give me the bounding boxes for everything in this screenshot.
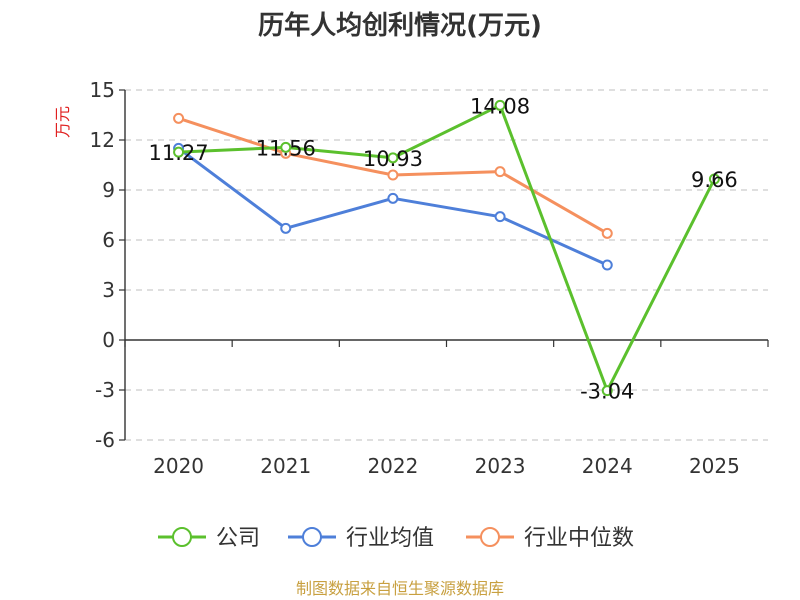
y-tick-label: 6	[102, 228, 115, 252]
y-tick-label: 15	[90, 78, 115, 102]
y-tick-label: 0	[102, 328, 115, 352]
data-point	[173, 146, 185, 158]
legend-marker	[480, 527, 500, 547]
series-group	[173, 99, 720, 397]
data-point	[387, 152, 399, 164]
data-point	[280, 141, 292, 153]
legend-label: 行业中位数	[524, 526, 634, 551]
series-line-company	[178, 103, 716, 393]
data-label: 14.08	[470, 94, 530, 118]
legend-label: 行业均值	[346, 526, 434, 551]
data-label: -3.04	[580, 380, 634, 404]
y-tick-label: 3	[102, 278, 115, 302]
data-source-note: 制图数据来自恒生聚源数据库	[296, 579, 504, 598]
chart-title: 历年人均创利情况(万元)	[258, 10, 542, 41]
x-tick-label: 2021	[260, 454, 311, 478]
data-point	[708, 173, 720, 185]
gridlines	[125, 89, 768, 441]
data-point	[173, 112, 185, 124]
x-tick-label: 2020	[153, 454, 204, 478]
data-label: 11.56	[256, 136, 316, 160]
x-tick-label: 2022	[367, 454, 418, 478]
data-point	[601, 385, 613, 397]
x-tick-label: 2023	[475, 454, 526, 478]
data-label: 11.27	[149, 141, 209, 165]
y-tick-label: -3	[95, 378, 115, 402]
data-label: 10.93	[363, 147, 423, 171]
legend-marker	[172, 527, 192, 547]
data-point	[494, 166, 506, 178]
legend: 公司 行业均值 行业中位数	[158, 526, 634, 551]
legend-marker	[302, 527, 322, 547]
data-label: 9.66	[691, 168, 738, 192]
y-tick-label: -6	[95, 428, 115, 452]
y-tick-label: 9	[102, 178, 115, 202]
data-point	[601, 227, 613, 239]
data-point	[387, 169, 399, 181]
y-axis-unit-label: 万元	[53, 106, 72, 138]
axes: -6 -3 0 3 6 9 12 15 2020 2021 2022 2023 2024 2025	[90, 78, 769, 478]
data-point	[494, 99, 506, 111]
data-point	[494, 211, 506, 223]
data-point	[387, 192, 399, 204]
data-point	[601, 259, 613, 271]
legend-label: 公司	[216, 526, 260, 551]
data-labels: 11.27 11.56 10.93 14.08 -3.04 9.66	[149, 94, 738, 403]
y-tick-label: 12	[90, 128, 115, 152]
x-tick-label: 2024	[582, 454, 633, 478]
data-point	[280, 222, 292, 234]
x-tick-label: 2025	[689, 454, 740, 478]
